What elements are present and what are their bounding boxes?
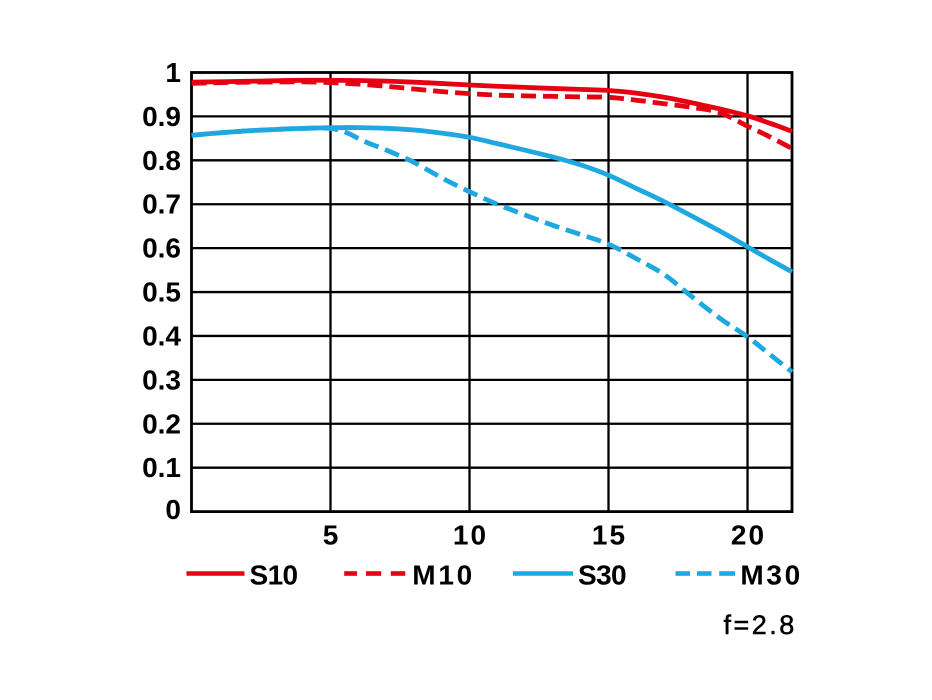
svg-text:0.2: 0.2 — [142, 408, 181, 439]
svg-text:5: 5 — [323, 519, 339, 550]
svg-text:0.1: 0.1 — [142, 452, 181, 483]
svg-text:0.8: 0.8 — [142, 145, 181, 176]
svg-text:S10: S10 — [250, 560, 298, 591]
svg-text:0.7: 0.7 — [142, 189, 181, 220]
svg-text:M30: M30 — [740, 560, 803, 591]
svg-text:15: 15 — [592, 519, 627, 550]
svg-text:0.4: 0.4 — [142, 321, 181, 352]
svg-text:S30: S30 — [578, 560, 626, 591]
svg-text:0.9: 0.9 — [142, 101, 181, 132]
svg-text:1: 1 — [165, 57, 181, 88]
svg-text:0.3: 0.3 — [142, 364, 181, 395]
svg-text:20: 20 — [731, 519, 766, 550]
svg-text:0.5: 0.5 — [142, 277, 181, 308]
svg-text:f=2.8: f=2.8 — [724, 610, 797, 640]
svg-text:M10: M10 — [412, 560, 475, 591]
svg-text:0: 0 — [165, 494, 181, 525]
svg-text:0.6: 0.6 — [142, 233, 181, 264]
svg-text:10: 10 — [453, 519, 488, 550]
